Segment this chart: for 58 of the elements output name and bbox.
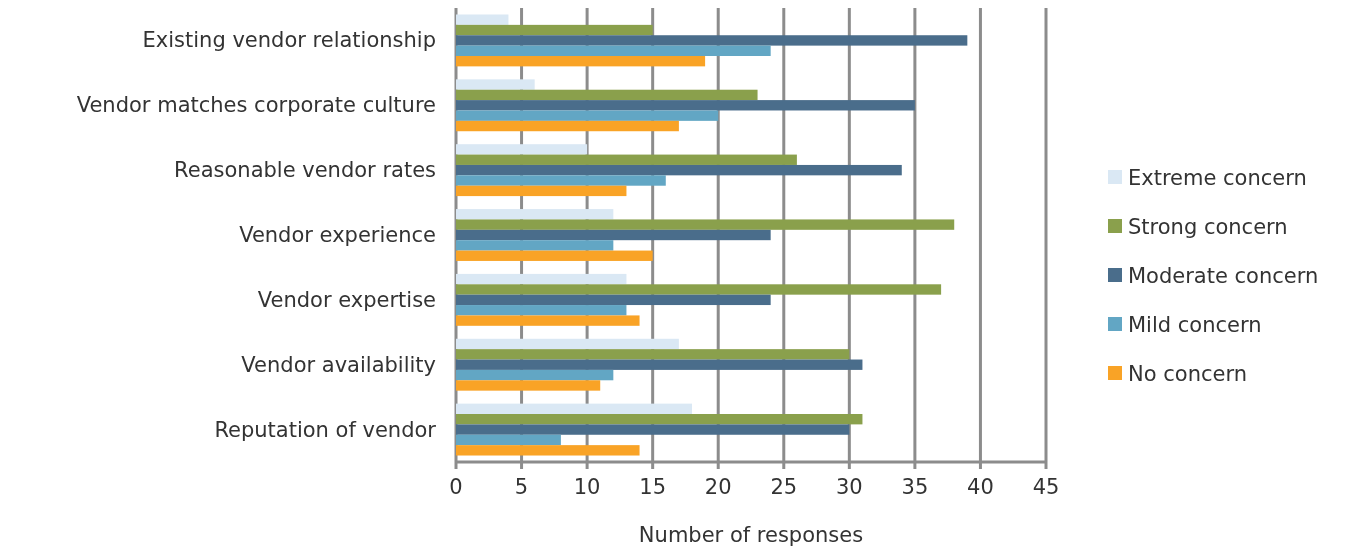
bar	[456, 24, 653, 36]
x-tick-label: 10	[573, 475, 601, 499]
bar	[456, 445, 640, 456]
y-tick-label: Existing vendor relationship	[142, 28, 436, 53]
legend-label: Extreme concern	[1128, 166, 1307, 190]
y-tick-label: Vendor expertise	[257, 287, 436, 312]
bar	[456, 294, 771, 306]
x-axis-title: Number of responses	[638, 523, 864, 547]
bar	[456, 79, 535, 90]
legend-label: Moderate concern	[1128, 264, 1319, 288]
y-tick-label: Vendor availability	[241, 352, 436, 377]
bar	[456, 175, 666, 186]
bar	[456, 229, 771, 241]
bar	[456, 219, 955, 230]
bar	[456, 185, 627, 197]
x-tick-label: 20	[704, 475, 732, 499]
y-tick-label: Reasonable vendor rates	[174, 158, 436, 183]
bar	[456, 120, 679, 132]
bar	[456, 164, 902, 176]
legend-label: No concern	[1128, 362, 1247, 386]
bar	[456, 315, 640, 326]
bar	[456, 403, 692, 415]
bar	[456, 89, 758, 101]
bar	[456, 349, 850, 360]
bar	[456, 338, 679, 350]
bar	[456, 144, 588, 155]
y-tick-label: Vendor matches corporate culture	[76, 93, 436, 118]
x-tick-label: 15	[639, 475, 667, 499]
x-tick-label: 5	[514, 475, 529, 499]
bar	[456, 369, 614, 381]
bar	[456, 434, 561, 446]
legend-label: Strong concern	[1128, 215, 1288, 239]
bar	[456, 154, 797, 165]
bar	[456, 55, 706, 67]
bar	[456, 14, 509, 25]
bar	[456, 250, 653, 261]
x-tick-label: 0	[449, 475, 463, 499]
bar	[456, 35, 968, 46]
bar	[456, 110, 719, 121]
y-tick-label: Reputation of vendor	[214, 417, 437, 442]
bar	[456, 380, 601, 391]
bar	[456, 100, 915, 111]
bar	[456, 240, 614, 251]
x-tick-label: 30	[835, 475, 863, 499]
x-tick-label: 40	[967, 475, 994, 499]
y-tick-label: Vendor experience	[239, 223, 436, 247]
bar	[456, 209, 614, 220]
bar	[456, 284, 942, 295]
bar	[456, 424, 850, 435]
bar	[456, 305, 627, 316]
x-tick-label: 35	[901, 475, 929, 499]
legend-label: Mild concern	[1128, 313, 1262, 337]
bar	[456, 359, 863, 370]
bar	[456, 273, 627, 285]
bar	[456, 414, 863, 425]
x-tick-label: 25	[770, 475, 798, 499]
bar	[456, 45, 771, 56]
x-tick-label: 45	[1032, 475, 1060, 499]
